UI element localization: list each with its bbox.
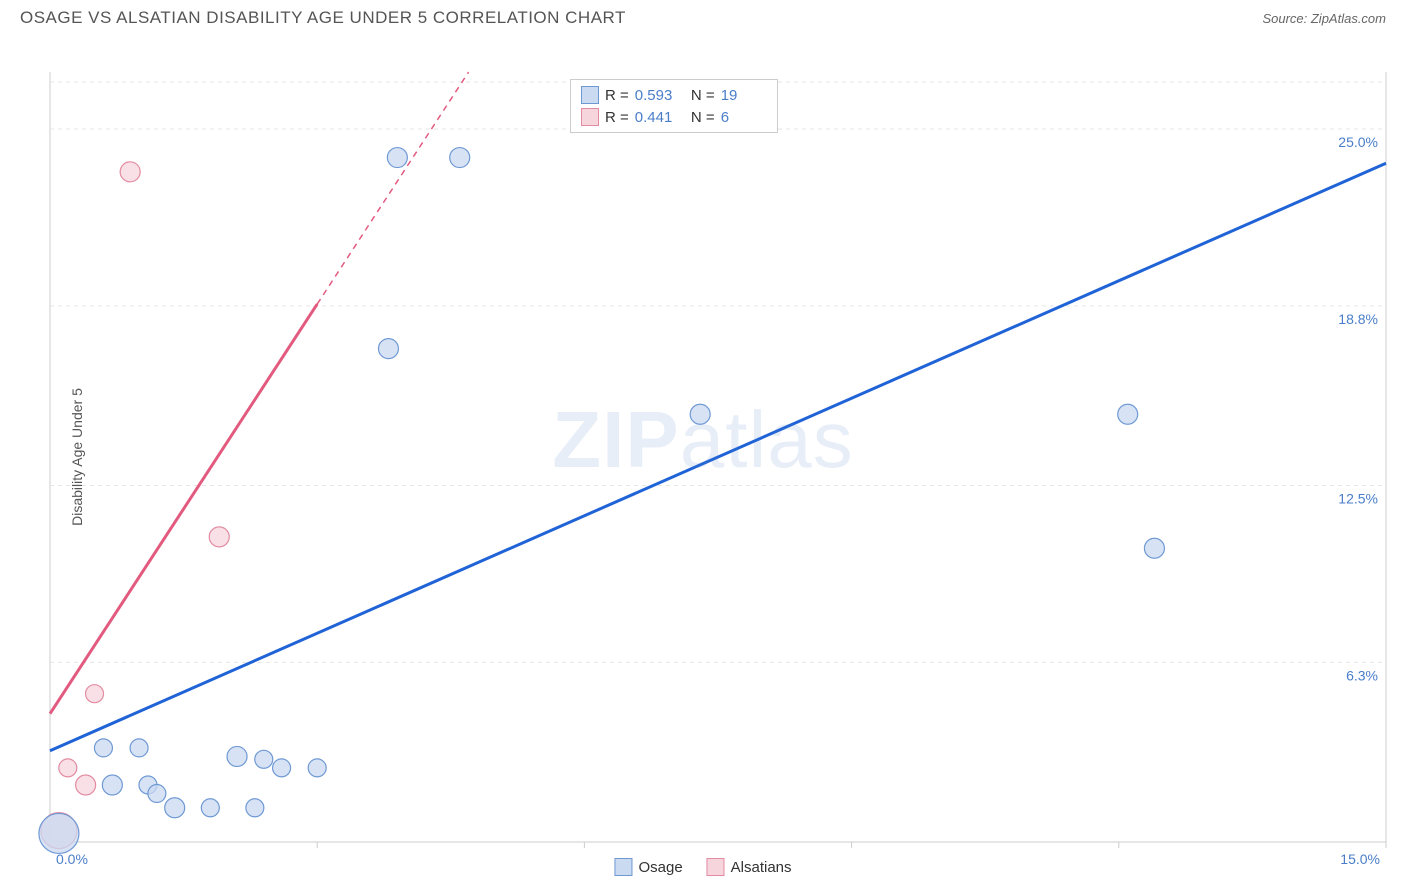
chart-container: Disability Age Under 5 ZIPatlas 6.3%12.5…	[0, 32, 1406, 882]
stats-row-osage: R = 0.593 N = 19	[581, 84, 767, 106]
legend-item-osage: Osage	[614, 858, 682, 876]
legend-label-osage: Osage	[638, 859, 682, 876]
chart-title: OSAGE VS ALSATIAN DISABILITY AGE UNDER 5…	[20, 8, 626, 28]
svg-text:18.8%: 18.8%	[1338, 311, 1378, 327]
stat-r-osage: 0.593	[635, 87, 681, 104]
svg-text:12.5%: 12.5%	[1338, 491, 1378, 507]
legend-swatch-osage	[614, 858, 632, 876]
y-axis-label: Disability Age Under 5	[69, 388, 85, 526]
stat-n-osage: 19	[721, 87, 767, 104]
source-name: ZipAtlas.com	[1311, 11, 1386, 26]
stats-row-alsatians: R = 0.441 N = 6	[581, 106, 767, 128]
scatter-plot-svg: 6.3%12.5%18.8%25.0%0.0%15.0%	[0, 32, 1406, 882]
stat-label-r: R =	[605, 87, 629, 104]
stat-label-n: N =	[687, 109, 715, 126]
correlation-stats-box: R = 0.593 N = 19 R = 0.441 N = 6	[570, 79, 778, 133]
stat-n-alsatians: 6	[721, 109, 767, 126]
source-prefix: Source:	[1262, 11, 1310, 26]
svg-text:25.0%: 25.0%	[1338, 134, 1378, 150]
legend-bottom: Osage Alsatians	[614, 858, 791, 876]
legend-item-alsatians: Alsatians	[707, 858, 792, 876]
svg-text:6.3%: 6.3%	[1346, 667, 1378, 683]
stat-label-n: N =	[687, 87, 715, 104]
legend-swatch-alsatians	[707, 858, 725, 876]
stat-r-alsatians: 0.441	[635, 109, 681, 126]
swatch-alsatians	[581, 108, 599, 126]
chart-header: OSAGE VS ALSATIAN DISABILITY AGE UNDER 5…	[0, 0, 1406, 32]
source-attribution: Source: ZipAtlas.com	[1262, 11, 1386, 26]
svg-text:15.0%: 15.0%	[1340, 851, 1380, 867]
swatch-osage	[581, 86, 599, 104]
stat-label-r: R =	[605, 109, 629, 126]
legend-label-alsatians: Alsatians	[731, 859, 792, 876]
